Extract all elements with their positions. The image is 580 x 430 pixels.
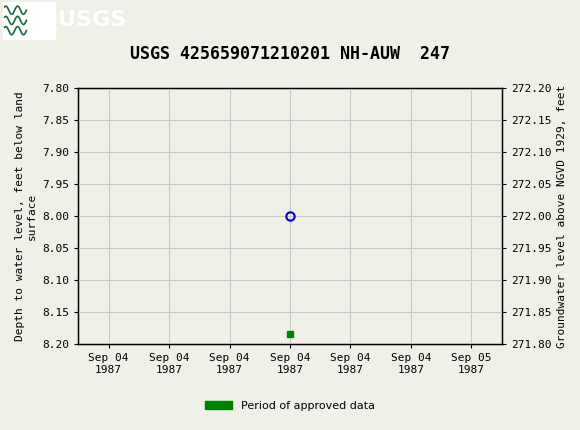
Bar <box>3 2 55 39</box>
Legend: Period of approved data: Period of approved data <box>200 396 380 415</box>
Y-axis label: Depth to water level, feet below land
surface: Depth to water level, feet below land su… <box>15 91 37 341</box>
Text: USGS: USGS <box>58 10 126 31</box>
Text: USGS 425659071210201 NH-AUW  247: USGS 425659071210201 NH-AUW 247 <box>130 45 450 63</box>
Y-axis label: Groundwater level above NGVD 1929, feet: Groundwater level above NGVD 1929, feet <box>557 84 567 348</box>
